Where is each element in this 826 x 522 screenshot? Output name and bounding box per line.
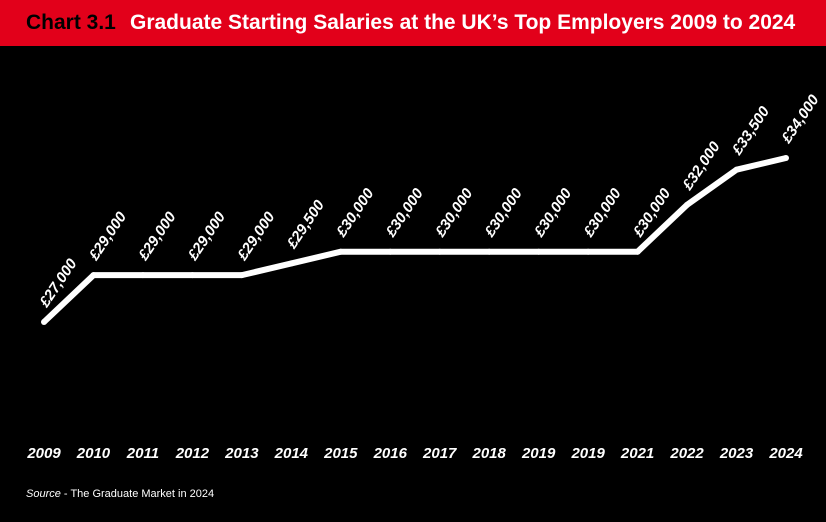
data-point — [387, 248, 394, 255]
data-point — [189, 272, 196, 279]
x-tick-label: 2021 — [620, 445, 654, 462]
x-tick-label: 2009 — [26, 445, 61, 462]
x-tick-label: 2015 — [323, 445, 358, 462]
data-point — [41, 319, 47, 325]
data-point — [535, 248, 542, 255]
x-tick-label: 2016 — [373, 445, 408, 462]
data-point — [585, 248, 592, 255]
data-label: £34,000 — [778, 91, 823, 147]
salary-series-line — [41, 155, 787, 325]
x-tick-label: 2019 — [521, 445, 556, 462]
x-tick-label: 2019 — [570, 445, 605, 462]
source-text: The Graduate Market in 2024 — [70, 488, 215, 500]
data-point — [634, 248, 641, 255]
data-point — [139, 272, 146, 279]
x-tick-label: 2022 — [669, 445, 704, 462]
data-point — [238, 272, 245, 279]
x-tick-label: 2010 — [76, 445, 111, 462]
data-label: £30,000 — [431, 185, 476, 241]
source-label: Source — [26, 488, 61, 500]
data-label: £29,000 — [184, 208, 229, 264]
data-point — [436, 248, 443, 255]
data-label: £33,500 — [728, 103, 773, 159]
data-label: £30,000 — [530, 185, 575, 241]
source-note: Source - The Graduate Market in 2024 — [26, 488, 214, 500]
data-label: £30,000 — [481, 185, 526, 241]
x-tick-label: 2012 — [175, 445, 210, 462]
line-chart: £27,000£29,000 £29,000 £29,000 £29,000 £29,5… — [26, 91, 823, 462]
data-label: £27,000 — [36, 255, 81, 311]
data-label: £29,000 — [234, 208, 279, 264]
x-tick-label: 2018 — [472, 445, 507, 462]
data-point — [783, 155, 789, 161]
data-label: £30,000 — [332, 185, 377, 241]
data-point — [733, 166, 740, 173]
x-tick-label: 2023 — [719, 445, 754, 462]
data-label: £30,000 — [580, 185, 625, 241]
x-tick-label: 2011 — [126, 445, 159, 462]
data-point — [684, 201, 691, 208]
chart-number: Chart 3.1 — [26, 11, 116, 34]
data-point — [486, 248, 493, 255]
data-label: £29,500 — [283, 197, 328, 253]
data-label: £30,000 — [629, 185, 674, 241]
data-point — [337, 248, 344, 255]
data-point — [288, 260, 295, 267]
data-point — [90, 272, 97, 279]
data-label: £29,000 — [135, 208, 180, 264]
chart-header: Chart 3.1 Graduate Starting Salaries at … — [0, 0, 826, 46]
source-separator: - — [60, 488, 71, 500]
x-tick-label: 2014 — [274, 445, 309, 462]
data-label: £29,000 — [85, 208, 130, 264]
x-tick-label: 2017 — [422, 445, 457, 462]
data-label: £30,000 — [382, 185, 427, 241]
x-tick-label: 2013 — [224, 445, 259, 462]
x-tick-label: 2024 — [768, 445, 803, 462]
chart-title: Graduate Starting Salaries at the UK’s T… — [130, 11, 796, 34]
